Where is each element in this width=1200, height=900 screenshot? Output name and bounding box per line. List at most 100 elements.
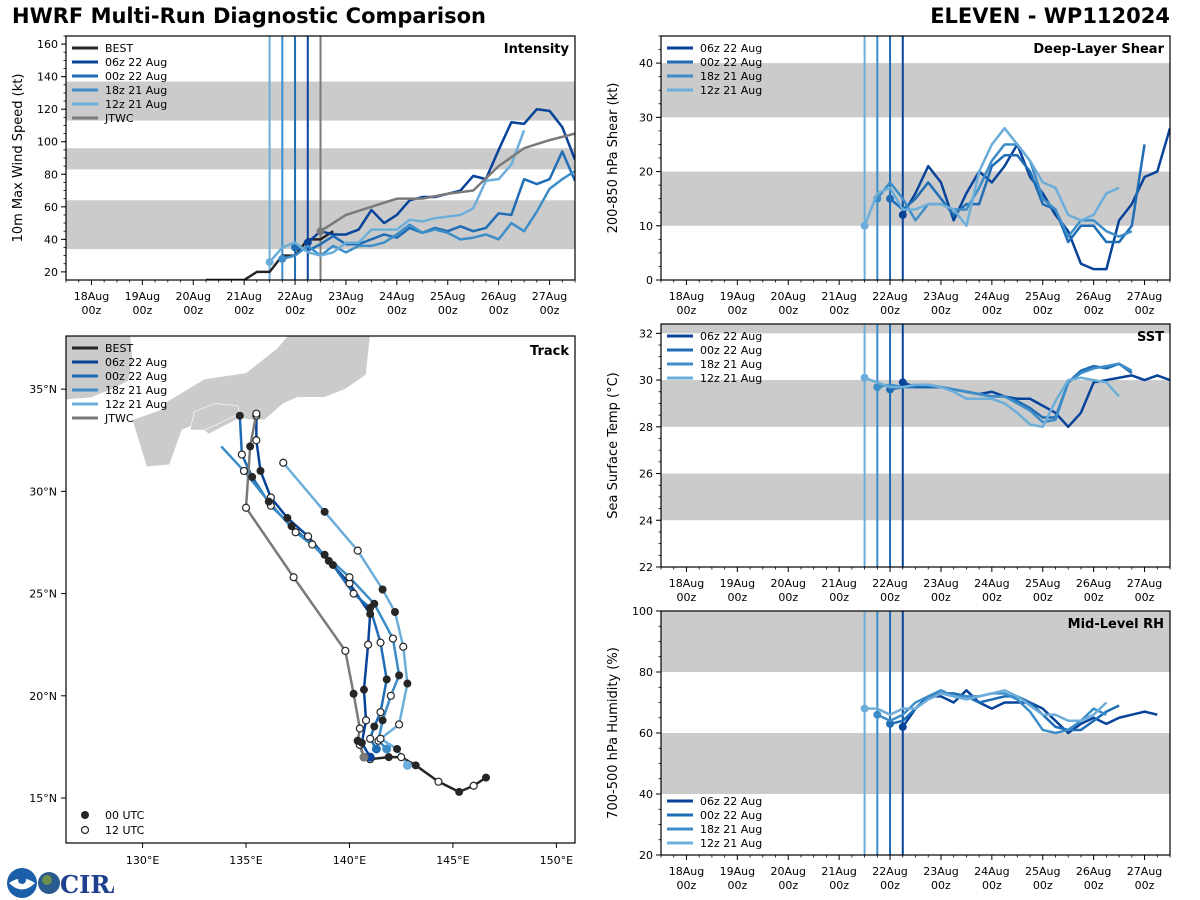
- track-point-00utc: [403, 679, 412, 688]
- track-point-12utc: [279, 458, 288, 467]
- track-point-12utc: [252, 409, 261, 418]
- series-start-point: [316, 227, 325, 236]
- track-start-point: [365, 752, 375, 762]
- track-point-12utc: [366, 734, 375, 743]
- track-point-00utc: [382, 675, 391, 684]
- track-point-00utc: [384, 753, 393, 762]
- lat-tick-label: 25°N: [29, 588, 57, 601]
- x-tick-label: 00z: [982, 304, 1002, 317]
- x-tick-label: 27Aug: [1127, 290, 1162, 303]
- x-tick-label: 00z: [387, 304, 407, 317]
- x-tick-label: 00z: [1135, 879, 1155, 892]
- x-tick-label: 18Aug: [669, 865, 704, 878]
- legend-label: 00z 22 Aug: [700, 56, 762, 69]
- y-tick-label: 28: [639, 421, 653, 434]
- chart-title: SST: [1137, 330, 1164, 345]
- legend-label: 18z 21 Aug: [700, 823, 762, 836]
- x-tick-label: 21Aug: [821, 577, 856, 590]
- y-tick-label: 60: [44, 201, 58, 214]
- series-line: [282, 169, 575, 261]
- x-tick-label: 18Aug: [74, 290, 109, 303]
- x-tick-label: 19Aug: [720, 290, 755, 303]
- lon-tick-label: 135°E: [229, 854, 262, 867]
- chart-title: Mid-Level RH: [1068, 617, 1164, 632]
- track-point-12utc: [349, 589, 358, 598]
- y-tick-label: 40: [44, 233, 58, 246]
- x-tick-label: 00z: [1084, 304, 1104, 317]
- chart-title: Track: [530, 344, 569, 359]
- track-point-00utc: [353, 736, 362, 745]
- track-point-00utc: [264, 497, 273, 506]
- legend-label: 12 UTC: [105, 824, 145, 837]
- series-line: [294, 150, 575, 252]
- legend-label: 06z 22 Aug: [105, 56, 167, 69]
- lat-tick-label: 30°N: [29, 485, 57, 498]
- track-point-12utc: [289, 573, 298, 582]
- band-0: [661, 733, 1170, 794]
- x-tick-label: 22Aug: [277, 290, 312, 303]
- series-start-point: [898, 210, 907, 219]
- chart-shear: 01020304018Aug00z19Aug00z20Aug00z21Aug00…: [606, 35, 1171, 317]
- legend-label: 06z 22 Aug: [700, 330, 762, 343]
- legend-label: 18z 21 Aug: [105, 84, 167, 97]
- x-tick-label: 00z: [931, 591, 951, 604]
- legend-label: BEST: [105, 342, 133, 355]
- band-1: [661, 611, 1170, 672]
- x-tick-label: 19Aug: [720, 577, 755, 590]
- track-start-point: [371, 744, 381, 754]
- legend-label: 18z 21 Aug: [105, 384, 167, 397]
- track-point-00utc: [370, 722, 379, 731]
- track-point-00utc: [283, 513, 292, 522]
- y-tick-label: 40: [639, 788, 653, 801]
- x-tick-label: 25Aug: [1025, 290, 1060, 303]
- y-tick-label: 20: [639, 166, 653, 179]
- map-area: [66, 336, 491, 796]
- track-point-00utc: [320, 507, 329, 516]
- series-start-point: [860, 221, 869, 230]
- track-point-00utc: [246, 442, 255, 451]
- series-line: [876, 143, 1133, 238]
- series-start-point: [278, 254, 287, 263]
- x-tick-label: 27Aug: [532, 290, 567, 303]
- series-start-point: [898, 722, 907, 731]
- track-point-12utc: [397, 753, 406, 762]
- lon-tick-label: 145°E: [436, 854, 469, 867]
- x-tick-label: 21Aug: [821, 290, 856, 303]
- series-start-point: [873, 710, 882, 719]
- track-point-00utc: [256, 466, 265, 475]
- plot-area: [661, 36, 1170, 280]
- track-point-00utc: [359, 685, 368, 694]
- plot-area: [661, 611, 1170, 855]
- track-point-12utc: [386, 691, 395, 700]
- track-line: [282, 461, 409, 766]
- y-tick-label: 120: [37, 103, 58, 116]
- x-tick-label: 00z: [1033, 591, 1053, 604]
- legend-label: 12z 21 Aug: [700, 84, 762, 97]
- y-tick-label: 20: [639, 849, 653, 862]
- series-start-point: [303, 238, 312, 247]
- x-tick-label: 24Aug: [974, 290, 1009, 303]
- legend-label: 12z 21 Aug: [105, 398, 167, 411]
- x-tick-label: 00z: [727, 304, 747, 317]
- x-tick-label: 24Aug: [974, 577, 1009, 590]
- legend-label: 06z 22 Aug: [105, 356, 167, 369]
- series-line: [319, 132, 575, 233]
- track-point-12utc: [239, 466, 249, 476]
- legend-label: 18z 21 Aug: [700, 358, 762, 371]
- x-tick-label: 00z: [778, 304, 798, 317]
- legend-label: BEST: [105, 42, 133, 55]
- chart-title: Deep-Layer Shear: [1033, 42, 1164, 57]
- x-tick-label: 23Aug: [923, 290, 958, 303]
- x-tick-label: 20Aug: [771, 290, 806, 303]
- track-point-00utc: [390, 607, 399, 616]
- legend-label: 18z 21 Aug: [700, 70, 762, 83]
- x-tick-label: 00z: [778, 879, 798, 892]
- y-tick-label: 100: [37, 136, 58, 149]
- y-tick-label: 10: [639, 220, 653, 233]
- x-tick-label: 00z: [82, 304, 102, 317]
- x-tick-label: 00z: [727, 591, 747, 604]
- x-tick-label: 00z: [1033, 304, 1053, 317]
- track-point-12utc: [361, 716, 371, 725]
- x-tick-label: 00z: [829, 591, 849, 604]
